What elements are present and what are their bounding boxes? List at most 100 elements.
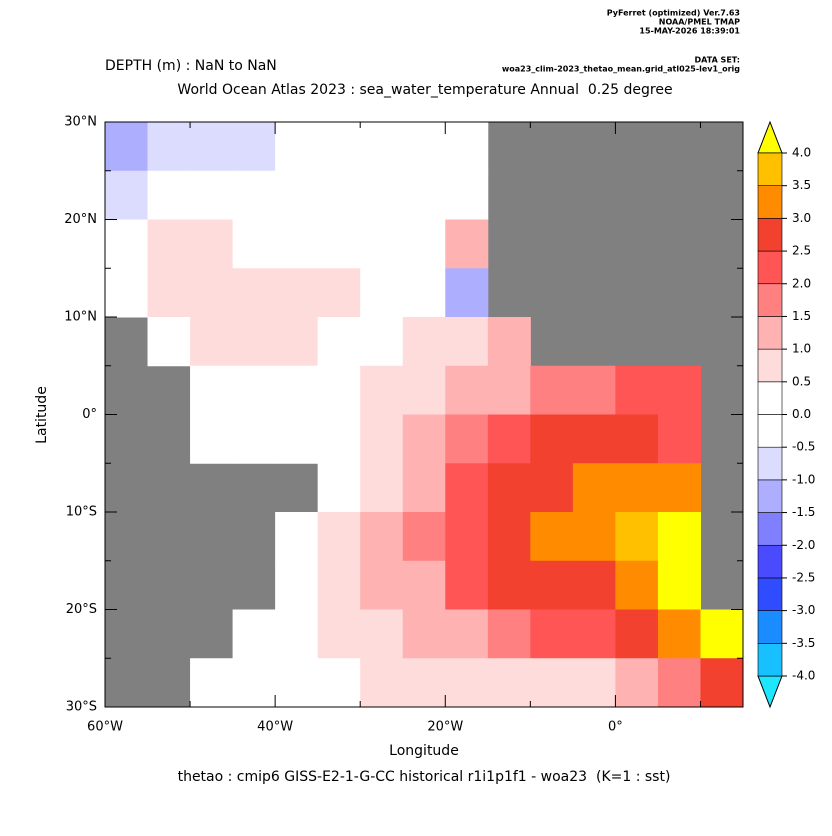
cell xyxy=(445,463,489,513)
colorbar-band xyxy=(757,577,783,611)
cell xyxy=(487,609,531,659)
cell xyxy=(402,463,446,513)
colorbar-label: 1.5 xyxy=(792,309,811,323)
cell xyxy=(445,122,489,172)
cell xyxy=(615,463,659,513)
colorbar-label: -1.0 xyxy=(792,472,815,486)
colorbar-band xyxy=(757,185,783,219)
colorbar-label: 4.0 xyxy=(792,146,811,160)
cell xyxy=(275,122,319,172)
cell xyxy=(275,170,319,220)
y-tick-label: 30°S xyxy=(66,700,97,715)
cell xyxy=(445,512,489,562)
colorbar-label: -1.5 xyxy=(792,505,815,519)
x-tick-label: 40°W xyxy=(257,720,293,735)
cell xyxy=(445,365,489,415)
dataset: woa23_clim-2023_thetao_mean.grid_atl025-… xyxy=(502,65,740,74)
cell xyxy=(657,560,701,610)
cell xyxy=(105,219,149,269)
colorbar-band xyxy=(757,414,783,448)
cell xyxy=(105,122,149,172)
colorbar-band xyxy=(757,512,783,546)
cell xyxy=(232,170,276,220)
cell xyxy=(402,609,446,659)
cell xyxy=(317,219,361,269)
cell xyxy=(572,463,616,513)
cell xyxy=(615,414,659,464)
cell xyxy=(445,658,489,708)
cell xyxy=(487,414,531,464)
y-axis-label: Latitude xyxy=(34,386,50,444)
cell xyxy=(487,658,531,708)
cell xyxy=(530,560,574,610)
cell xyxy=(402,560,446,610)
cell xyxy=(572,414,616,464)
colorbar-band xyxy=(757,479,783,513)
cell xyxy=(105,170,149,220)
cell xyxy=(402,268,446,318)
subtitle: DEPTH (m) : NaN to NaN xyxy=(105,58,277,74)
cell xyxy=(402,317,446,367)
cell xyxy=(445,268,489,318)
cell xyxy=(317,170,361,220)
y-tick-label: 10°N xyxy=(64,310,97,325)
cell xyxy=(360,122,404,172)
colorbar-band xyxy=(757,446,783,481)
cell xyxy=(360,317,404,367)
chart-title: World Ocean Atlas 2023 : sea_water_tempe… xyxy=(177,82,672,98)
cell xyxy=(360,365,404,415)
cell xyxy=(317,512,361,562)
x-tick-label: 0° xyxy=(608,720,623,735)
cell xyxy=(360,268,404,318)
colorbar-label: 3.0 xyxy=(792,211,811,225)
cell xyxy=(360,609,404,659)
dataset-label: DATA SET: xyxy=(695,56,740,65)
cell xyxy=(530,512,574,562)
cell xyxy=(530,658,574,708)
cell xyxy=(572,560,616,610)
cell xyxy=(147,268,191,318)
colorbar-band xyxy=(757,610,783,644)
x-tick-label: 20°W xyxy=(427,720,463,735)
cell xyxy=(530,609,574,659)
cell xyxy=(232,268,276,318)
colorbar-label: 3.5 xyxy=(792,178,811,192)
cell xyxy=(615,365,659,415)
colorbar-band xyxy=(757,316,783,350)
cell xyxy=(360,463,404,513)
colorbar-band xyxy=(757,250,783,285)
cell xyxy=(147,122,191,172)
y-tick-label: 0° xyxy=(82,407,97,422)
cell xyxy=(190,122,234,172)
colorbar-label: 1.0 xyxy=(792,342,811,356)
cell xyxy=(445,219,489,269)
cell xyxy=(190,219,234,269)
cell xyxy=(190,170,234,220)
colorbar-label: 2.0 xyxy=(792,276,811,290)
cell xyxy=(232,122,276,172)
cell xyxy=(487,512,531,562)
header-line: PyFerret (optimized) Ver.7.63 xyxy=(607,9,740,18)
colorbar-band xyxy=(757,152,783,186)
cell xyxy=(232,219,276,269)
cell xyxy=(360,658,404,708)
cell xyxy=(360,414,404,464)
cell xyxy=(147,219,191,269)
colorbar-band xyxy=(757,218,783,252)
cell xyxy=(530,463,574,513)
y-tick-label: 20°S xyxy=(66,602,97,617)
cell xyxy=(147,317,191,367)
cell xyxy=(317,365,361,415)
cell xyxy=(572,365,616,415)
cell xyxy=(232,365,276,415)
cell xyxy=(190,658,234,708)
cell xyxy=(657,658,701,708)
cell xyxy=(232,414,276,464)
cell xyxy=(487,560,531,610)
cell xyxy=(657,365,701,415)
cell xyxy=(402,122,446,172)
cell xyxy=(402,512,446,562)
colorbar-band xyxy=(757,283,783,317)
colorbar-band xyxy=(757,348,783,383)
